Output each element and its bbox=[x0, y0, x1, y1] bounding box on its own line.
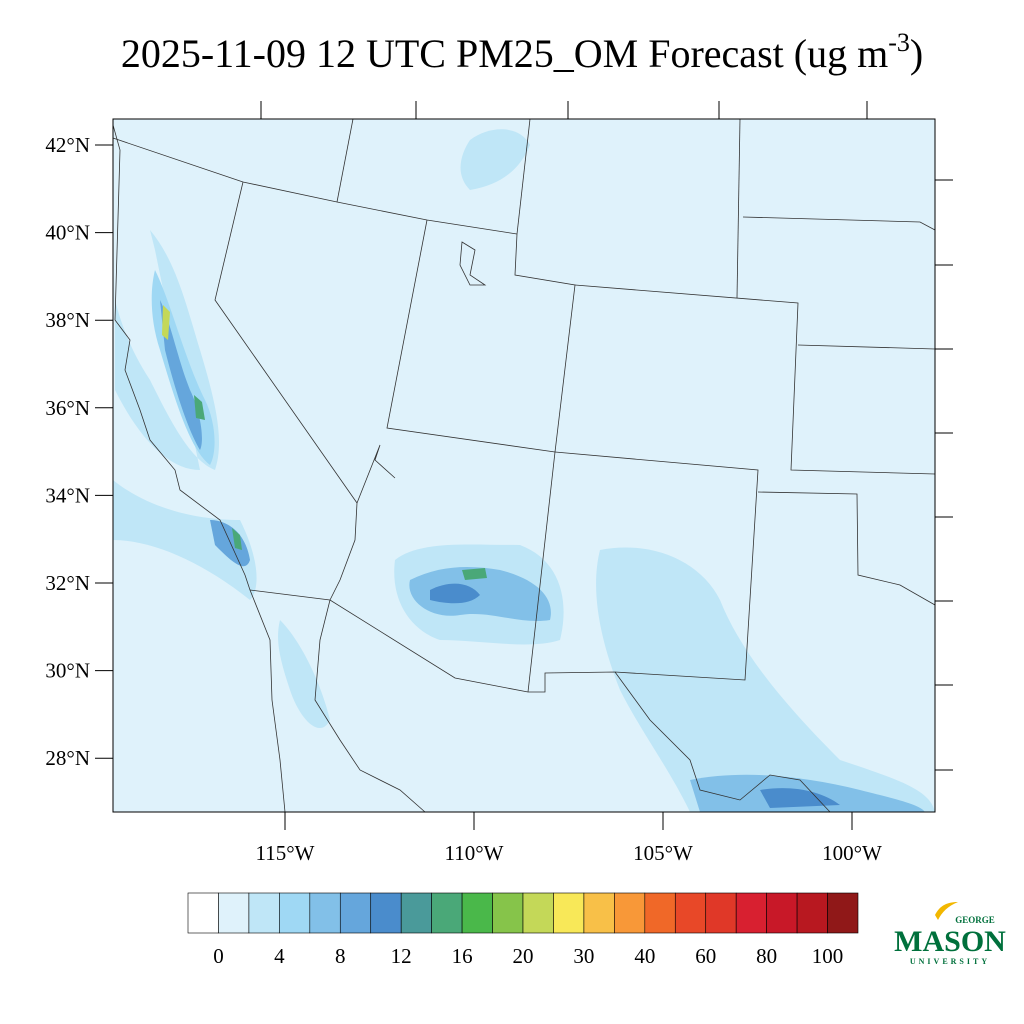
colorbar-label: 0 bbox=[213, 944, 224, 968]
colorbar-swatch bbox=[522, 892, 554, 934]
lat-label: 40°N bbox=[45, 221, 90, 245]
lat-label: 32°N bbox=[45, 571, 90, 595]
colorbar-swatch bbox=[766, 892, 798, 934]
colorbar-label: 80 bbox=[756, 944, 777, 968]
map-frame bbox=[112, 118, 936, 813]
colorbar-swatch bbox=[187, 892, 219, 934]
lon-label: 105°W bbox=[633, 841, 693, 865]
colorbar-swatch bbox=[279, 892, 311, 934]
colorbar-swatch bbox=[461, 892, 493, 934]
lat-label: 36°N bbox=[45, 396, 90, 420]
colorbar-swatch bbox=[309, 892, 341, 934]
map bbox=[112, 101, 953, 813]
colorbar-label: 20 bbox=[513, 944, 534, 968]
colorbar-swatch bbox=[674, 892, 707, 934]
colorbar-swatch bbox=[553, 892, 585, 934]
colorbar-swatch bbox=[583, 892, 615, 934]
colorbar-swatch bbox=[339, 892, 372, 934]
colorbar-label: 4 bbox=[274, 944, 285, 968]
plumes bbox=[113, 129, 935, 812]
colorbar-swatch bbox=[431, 892, 463, 934]
lon-label: 100°W bbox=[822, 841, 882, 865]
colorbar-swatch bbox=[400, 892, 432, 934]
lon-label: 115°W bbox=[256, 841, 315, 865]
logo-top: GEORGE bbox=[955, 915, 995, 925]
colorbar-swatch bbox=[827, 892, 859, 934]
logo-bottom: UNIVERSITY bbox=[910, 957, 990, 966]
borders bbox=[112, 118, 936, 813]
colorbar-swatch bbox=[492, 892, 524, 934]
lat-label: 38°N bbox=[45, 308, 90, 332]
colorbar-swatch bbox=[370, 892, 402, 934]
title-sup: -3 bbox=[888, 28, 910, 57]
colorbar-swatch bbox=[705, 892, 737, 934]
colorbar-swatch bbox=[248, 892, 280, 934]
colorbar-label: 8 bbox=[335, 944, 346, 968]
colorbar-label: 60 bbox=[695, 944, 716, 968]
frame-ticks bbox=[260, 101, 953, 771]
colorbar-swatch bbox=[218, 892, 250, 934]
colorbar-label: 100 bbox=[812, 944, 844, 968]
lon-label: 110°W bbox=[445, 841, 504, 865]
lat-label: 34°N bbox=[45, 483, 90, 507]
colorbar-swatch bbox=[644, 892, 676, 934]
map-background bbox=[113, 119, 935, 812]
colorbar-label: 40 bbox=[634, 944, 655, 968]
lat-label: 42°N bbox=[45, 133, 90, 157]
lat-label: 28°N bbox=[45, 746, 90, 770]
colorbar-label: 30 bbox=[573, 944, 594, 968]
title-main: 2025-11-09 12 UTC PM25_OM Forecast (ug m bbox=[121, 31, 888, 76]
colorbar-label: 12 bbox=[391, 944, 412, 968]
title: 2025-11-09 12 UTC PM25_OM Forecast (ug m… bbox=[121, 28, 923, 76]
colorbar-swatch bbox=[735, 892, 767, 934]
colorbar-swatch bbox=[614, 892, 646, 934]
colorbar-swatch bbox=[796, 892, 828, 934]
title-end: ) bbox=[910, 31, 923, 76]
logo-main: MASON bbox=[894, 925, 1006, 958]
lat-label: 30°N bbox=[45, 659, 90, 683]
logo: GEORGE MASON UNIVERSITY bbox=[894, 902, 1006, 966]
colorbar-label: 16 bbox=[452, 944, 473, 968]
